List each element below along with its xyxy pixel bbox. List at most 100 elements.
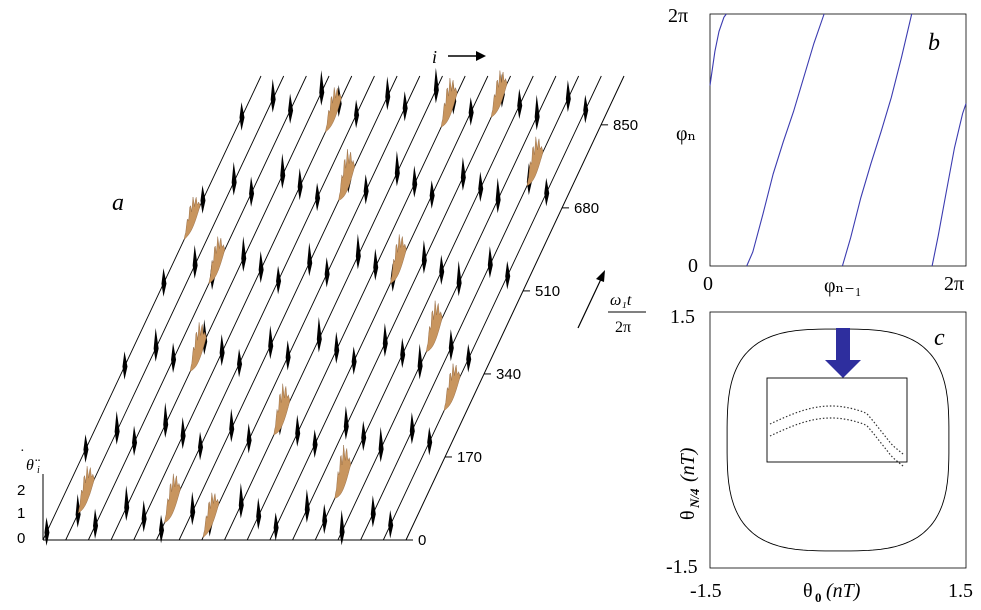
index-axis-label: i <box>432 47 437 67</box>
breather-packet <box>325 87 342 133</box>
spike-mark <box>421 239 427 274</box>
plot-frame <box>709 13 967 267</box>
spike-mark <box>307 242 313 277</box>
inset-curve <box>769 405 905 456</box>
return-map-curves <box>709 13 967 267</box>
spike-mark <box>241 236 247 272</box>
panel-a-axes <box>42 75 625 541</box>
element-line <box>292 75 511 541</box>
spike-mark <box>322 503 328 535</box>
svg-text:θ: θ <box>677 510 699 520</box>
time-ticks: 0 170 340 510 680 850 <box>406 117 638 549</box>
spike-mark <box>124 485 130 521</box>
spike-mark <box>351 346 357 375</box>
spike-mark <box>448 329 454 362</box>
spike-mark <box>159 514 165 544</box>
spike-mark <box>565 80 571 113</box>
spike-mark <box>460 156 466 191</box>
spike-mark <box>163 402 169 438</box>
y-tick-label: 2π <box>668 5 688 27</box>
time-tick-label: 850 <box>613 117 638 134</box>
zoom-inset <box>766 377 908 463</box>
spike-mark <box>93 508 99 540</box>
spike-mark <box>487 246 493 279</box>
spike-mark <box>304 489 310 523</box>
spike-mark <box>180 417 186 450</box>
spike-mark <box>468 97 474 126</box>
invariant-curve <box>726 328 950 552</box>
spike-mark <box>385 76 391 111</box>
breather-packet <box>273 383 291 436</box>
inset-curve <box>769 417 905 468</box>
y-tick-label: 1 <box>17 505 25 522</box>
spike-mark <box>219 334 225 367</box>
spike-mark <box>517 88 523 119</box>
panel-a-label: a <box>112 190 124 216</box>
breather-packet <box>208 236 226 285</box>
svg-text:·: · <box>20 444 25 459</box>
element-line <box>110 75 330 541</box>
spike-mark <box>270 78 276 113</box>
spike-mark <box>361 420 367 452</box>
spike-mark <box>544 177 550 207</box>
spike-mark <box>370 495 376 528</box>
spike-mark <box>171 342 177 373</box>
spike-mark <box>288 93 294 124</box>
y-tick-labels: 2 1 0 <box>17 482 25 547</box>
y-axis-label: · θ̈ i <box>20 444 40 476</box>
spike-mark <box>239 102 245 131</box>
map-curve <box>709 13 727 86</box>
spike-mark <box>394 150 400 187</box>
spike-mark <box>276 265 282 295</box>
element-line <box>178 75 398 541</box>
spike-mark <box>295 414 301 447</box>
spike-mark <box>312 429 318 458</box>
spike-mark <box>316 316 322 353</box>
spike-mark <box>373 248 379 281</box>
spike-mark <box>324 257 330 288</box>
element-line <box>42 75 262 541</box>
spike-mark <box>412 165 418 198</box>
breather-packet <box>490 70 508 118</box>
spike-mark <box>192 244 198 279</box>
element-line <box>65 75 285 541</box>
map-curve <box>746 13 825 267</box>
svg-text:θ: θ <box>803 580 813 602</box>
svg-text:0: 0 <box>815 590 822 605</box>
spike-mark <box>378 426 384 463</box>
spike-mark <box>315 182 321 212</box>
element-line <box>201 75 421 541</box>
spike-mark <box>334 331 340 364</box>
x-tick-label: 2π <box>944 273 964 295</box>
spike-mark <box>400 337 406 369</box>
panel-a-waterfall: 0 170 340 510 680 850 a i · θ̈ i 2 1 0 ω₁t 2π <box>17 47 646 549</box>
time-tick-label: 510 <box>535 283 560 300</box>
breather-packet <box>183 196 201 241</box>
spike-mark <box>153 327 159 362</box>
y-tick-label: 0 <box>17 530 25 547</box>
spike-mark <box>256 497 262 530</box>
element-line <box>269 75 489 541</box>
spike-mark <box>280 153 286 189</box>
spike-mark <box>505 260 511 290</box>
svg-text:N/4: N/4 <box>687 488 702 509</box>
spike-mark <box>273 512 279 541</box>
spike-mark <box>238 482 244 519</box>
spike-mark <box>83 434 89 463</box>
map-curve <box>931 103 967 267</box>
spike-mark <box>355 233 361 270</box>
breather-packet <box>164 473 181 524</box>
spike-mark <box>388 509 394 539</box>
time-tick-label: 680 <box>574 200 599 217</box>
spike-mark <box>237 348 243 378</box>
spike-mark <box>161 268 167 297</box>
breather-packet <box>189 322 207 372</box>
breather-packet <box>202 492 220 539</box>
element-line <box>246 75 466 541</box>
svg-text:(nT): (nT) <box>677 447 699 482</box>
spike-mark <box>417 343 423 380</box>
element-line <box>133 75 353 541</box>
spike-mark <box>583 94 589 124</box>
index-axis-arrow <box>448 51 486 61</box>
spike-mark <box>198 431 204 461</box>
